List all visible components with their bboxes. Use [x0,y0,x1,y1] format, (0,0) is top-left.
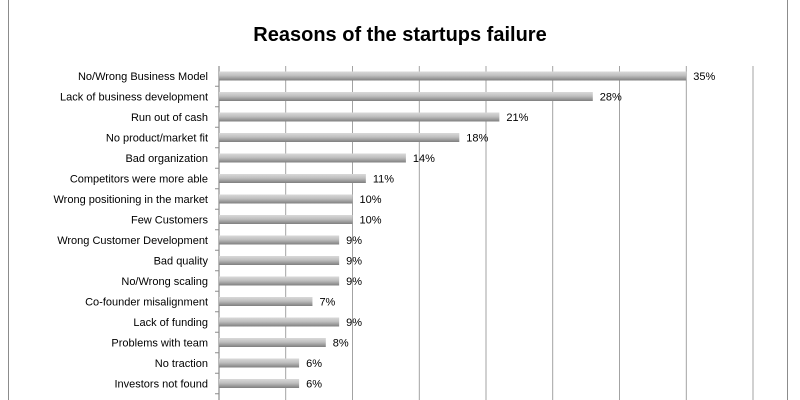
category-label: Lack of business development [60,92,208,104]
category-label: Run out of cash [131,112,208,124]
data-label: 28% [600,92,622,104]
bar [219,194,353,204]
chart-title: Reasons of the startups failure [253,24,547,46]
bar [219,379,300,388]
data-label: 10% [360,194,382,206]
category-label: Investors not found [114,379,208,391]
bar [219,276,340,286]
bar [219,112,500,122]
data-label: 6% [306,358,322,370]
data-label: 9% [346,256,362,268]
bar [219,256,340,265]
category-label: No/Wrong Business Model [78,71,208,83]
data-label: 6% [306,379,322,391]
category-label: Bad quality [154,256,209,268]
data-label: 11% [373,174,394,186]
data-label: 18% [466,133,488,145]
data-label: 9% [346,317,362,329]
category-label: Wrong Customer Development [57,235,208,247]
bar [219,133,460,142]
bar [219,338,326,347]
category-label: No product/market fit [106,133,208,145]
category-label: Lack of funding [133,317,208,329]
bar [219,174,366,183]
data-label: 9% [346,235,362,247]
data-label: 14% [413,153,435,165]
data-label: 35% [693,71,715,83]
category-label: Problems with team [111,338,208,350]
chart-frame [8,0,788,400]
category-label: Bad organization [125,153,208,165]
category-label: Co-founder misalignment [85,297,208,309]
category-label: Few Customers [131,215,209,227]
data-label: 21% [506,112,528,124]
bar [219,215,353,224]
data-label: 9% [346,276,362,288]
bar [219,297,313,306]
bar [219,358,300,368]
category-label: No traction [155,358,208,370]
data-label: 7% [319,297,335,309]
bar [219,235,340,245]
category-label: Wrong positioning in the market [54,194,209,206]
data-label: 8% [333,338,349,350]
category-label: No/Wrong scaling [121,276,208,288]
bar [219,92,593,101]
bar [219,153,406,163]
category-label: Competitors were more able [70,174,208,186]
data-label: 10% [360,215,382,227]
bar [219,71,687,81]
bar [219,317,340,327]
